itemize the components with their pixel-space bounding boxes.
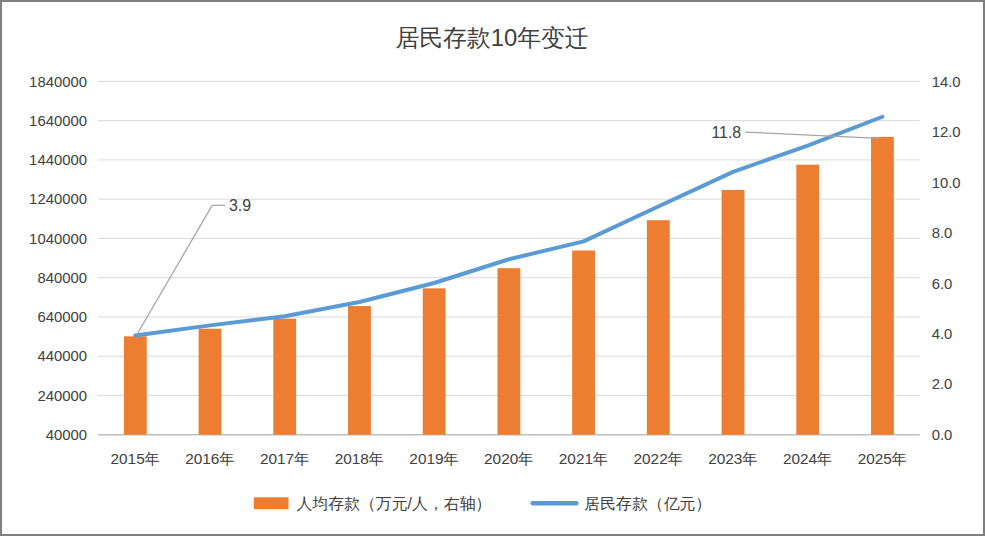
x-axis-label: 2015年 [111,450,161,467]
plot-area: 1840000 1640000 1440000 1240000 1040000 84000… [29,74,961,467]
x-axis-label: 2023年 [708,450,758,467]
right-axis-tick: 6.0 [932,276,953,292]
legend-label-line: 居民存款（亿元） [584,495,711,512]
bar-2018 [348,306,371,435]
bar-2019 [423,288,446,434]
bar-2024 [796,165,819,435]
left-axis-tick: 1240000 [29,191,87,207]
bar-2022 [647,220,670,435]
x-axis-label: 2017年 [260,450,310,467]
left-axis-tick: 1440000 [29,152,87,168]
bar-2015 [124,336,147,434]
x-axis-label: 2016年 [185,450,235,467]
annotation-label: 11.8 [711,124,741,141]
bar-2025 [871,137,894,435]
chart-title: 居民存款10年变迁 [395,24,588,51]
right-axis-tick: 4.0 [932,326,953,342]
bar-2020 [497,268,520,435]
left-axis-tick: 640000 [37,309,87,325]
bar-2023 [722,190,745,435]
x-axis-label: 2022年 [634,450,684,467]
x-axis-label: 2018年 [335,450,385,467]
left-axis-tick: 840000 [37,270,87,286]
annotation-leader [137,205,225,335]
right-axis-tick: 10.0 [932,175,961,191]
right-axis-tick: 14.0 [932,74,961,90]
x-axis-label: 2021年 [559,450,609,467]
x-axis-label: 2024年 [783,450,833,467]
right-axis-tick: 8.0 [932,225,953,241]
right-axis-tick: 2.0 [932,376,953,392]
left-axis-tick: 240000 [37,388,87,404]
legend: 人均存款（万元/人，右轴） 居民存款（亿元） [254,495,712,512]
left-axis-tick: 1840000 [29,74,87,90]
left-axis-tick: 1040000 [29,231,87,247]
bar-2017 [273,319,296,435]
legend-label-bar: 人均存款（万元/人，右轴） [296,495,491,512]
x-axis-label: 2020年 [484,450,534,467]
left-axis-tick: 40000 [46,427,87,443]
legend-swatch-bar-icon [254,497,289,509]
right-axis-tick: 12.0 [932,124,961,140]
right-axis-tick: 0.0 [932,427,953,443]
bar-2016 [199,329,222,435]
annotation-leader [745,132,879,138]
left-axis-tick: 1640000 [29,113,87,129]
x-axis-label: 2025年 [858,450,908,467]
x-axis-label: 2019年 [409,450,459,467]
left-axis-tick: 440000 [37,348,87,364]
bar-2021 [572,251,595,435]
annotation-label: 3.9 [229,197,251,214]
deposit-chart: 居民存款10年变迁 1840000 1640000 1440000 1240000 10… [2,2,983,534]
